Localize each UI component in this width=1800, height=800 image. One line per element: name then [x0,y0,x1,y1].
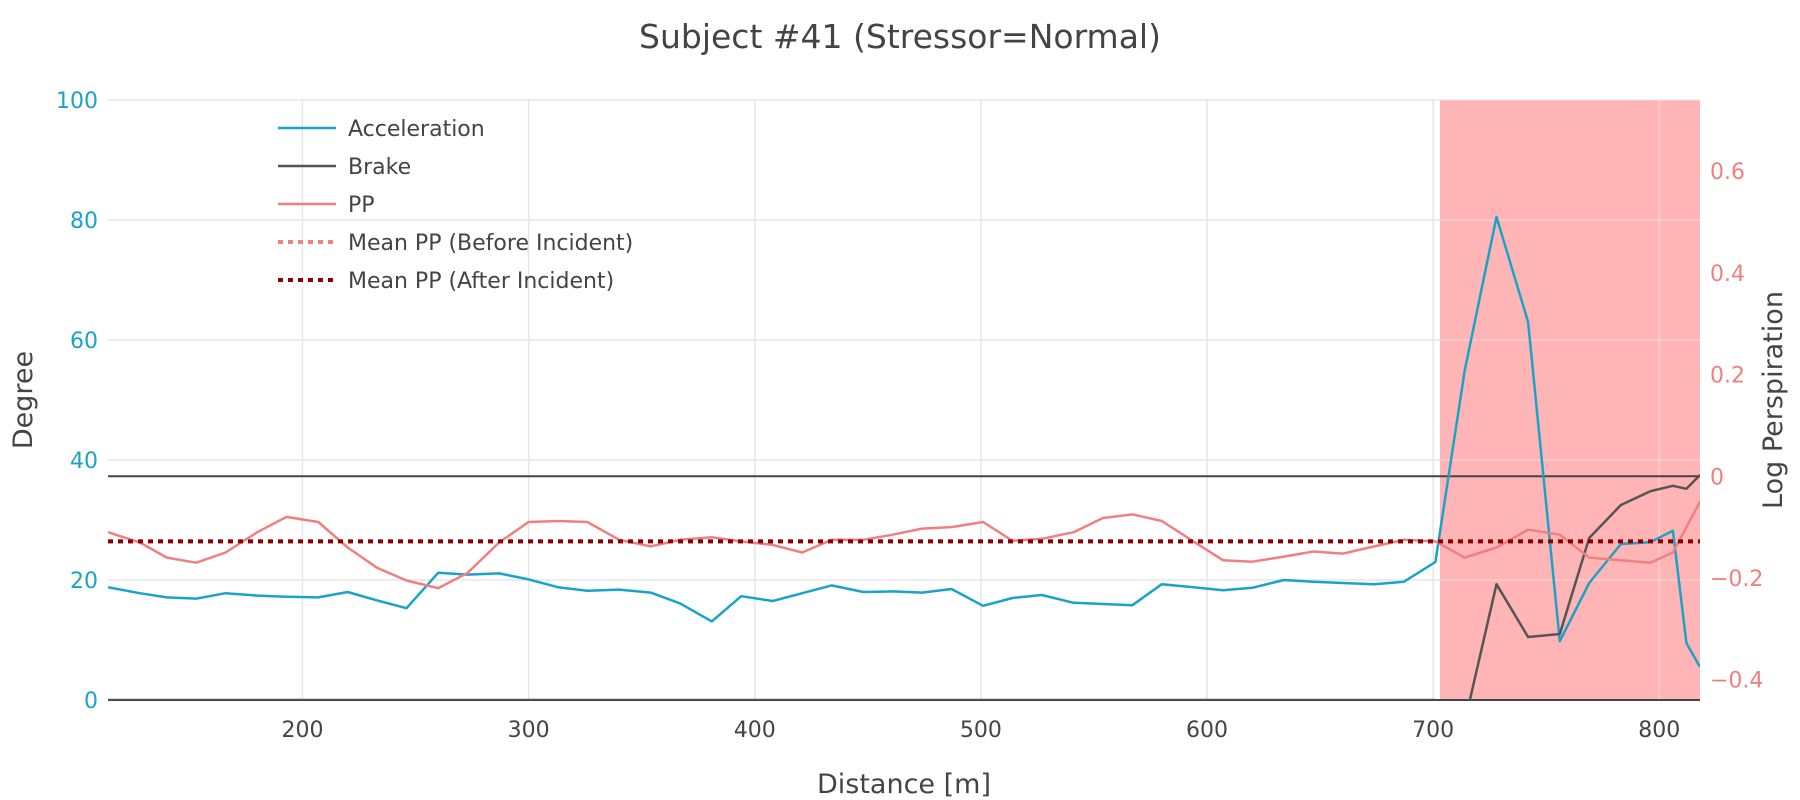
series-line-acceleration [108,215,1700,668]
x-tick-label: 300 [508,718,550,743]
y-axis-right-title: Log Perspiration [1758,291,1789,509]
series-line-brake [108,474,1700,700]
x-tick-label: 200 [281,718,323,743]
grid [108,99,1700,700]
y-right-tick-label: −0.2 [1710,567,1763,592]
y-left-tick-label: 0 [84,689,98,714]
incident-region-layer [1439,99,1700,700]
x-tick-label: 600 [1186,718,1228,743]
y-left-tick-label: 80 [70,209,98,234]
y-left-tick-label: 100 [56,89,98,114]
y-right-tick-label: 0.2 [1710,364,1745,389]
incident-region [1439,100,1700,700]
x-tick-label: 400 [734,718,776,743]
legend-label: Acceleration [348,117,485,142]
legend-label: Brake [348,155,411,180]
x-tick-label: 700 [1412,718,1454,743]
legend-label: Mean PP (Before Incident) [348,231,633,256]
legend: Acceleration Brake PP Mean PP (Before Incid… [278,117,633,294]
y-axis-left-title: Degree [8,351,39,449]
series-lines [108,215,1700,700]
legend-label: PP [348,193,375,218]
y-right-tick-label: 0 [1710,465,1724,490]
y-right-tick-label: 0.6 [1710,160,1745,185]
x-tick-label: 800 [1638,718,1680,743]
y-right-tick-label: 0.4 [1710,262,1745,287]
tick-labels: 200 300 400 500 600 700 800 0 20 40 60 80 100 −0.4 −0.… [56,89,1763,743]
legend-label: Mean PP (After Incident) [348,269,614,294]
chart-title: Subject #41 (Stressor=Normal) [639,17,1161,56]
y-left-tick-label: 20 [70,569,98,594]
series-line-pp [108,501,1700,590]
x-tick-label: 500 [960,718,1002,743]
y-right-tick-label: −0.4 [1710,669,1763,694]
y-left-tick-label: 60 [70,329,98,354]
y-left-tick-label: 40 [70,449,98,474]
x-axis-title: Distance [m] [817,769,991,800]
